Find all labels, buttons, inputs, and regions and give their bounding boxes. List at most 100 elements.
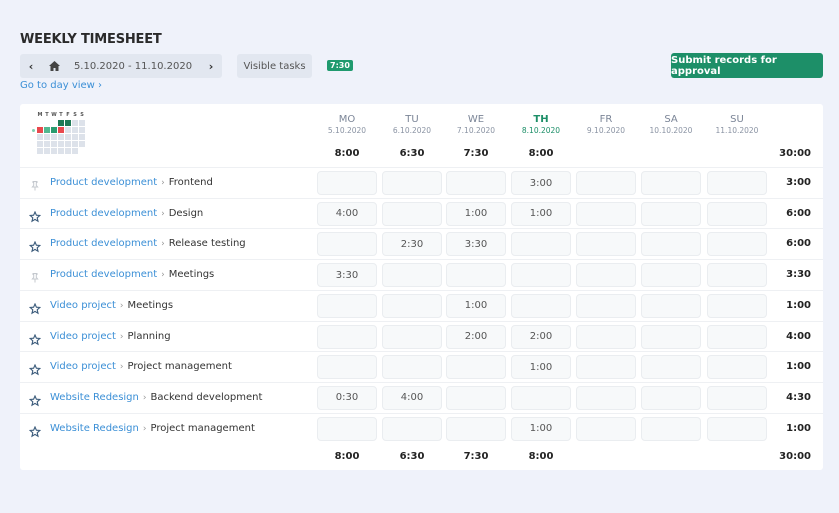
hours-input[interactable] [511, 232, 571, 257]
mini-calendar-day[interactable] [58, 134, 64, 140]
project-link[interactable]: Video project [50, 361, 116, 373]
pin-icon[interactable] [28, 392, 42, 407]
submit-for-approval-button[interactable]: Submit records for approval [671, 53, 823, 78]
project-link[interactable]: Video project [50, 299, 116, 311]
project-link[interactable]: Product development [50, 238, 158, 250]
project-link[interactable]: Product development [50, 207, 158, 219]
mini-calendar-day[interactable] [72, 141, 78, 147]
hours-input[interactable] [707, 232, 767, 257]
mini-calendar-day[interactable] [37, 134, 43, 140]
hours-input[interactable] [446, 416, 506, 441]
hours-input[interactable] [576, 293, 636, 318]
hours-input[interactable] [382, 293, 442, 318]
hours-input[interactable]: 1:00 [511, 201, 571, 226]
mini-calendar-day[interactable] [37, 141, 43, 147]
hours-input[interactable] [641, 232, 701, 257]
hours-input[interactable] [641, 385, 701, 410]
mini-calendar-day[interactable] [65, 148, 71, 154]
mini-calendar-day[interactable] [58, 148, 64, 154]
pin-icon[interactable] [28, 300, 42, 315]
unpinned-icon[interactable] [29, 177, 41, 191]
visible-tasks-button[interactable]: Visible tasks [237, 54, 312, 78]
hours-input[interactable]: 1:00 [446, 293, 506, 318]
hours-input[interactable] [576, 263, 636, 288]
hours-input[interactable] [317, 355, 377, 380]
hours-input[interactable] [382, 416, 442, 441]
pin-icon[interactable] [28, 423, 42, 437]
project-link[interactable]: Video project [50, 330, 116, 342]
hours-input[interactable] [446, 263, 506, 288]
hours-input[interactable] [317, 324, 377, 349]
hours-input[interactable] [382, 201, 442, 226]
hours-input[interactable] [576, 355, 636, 380]
mini-calendar-day[interactable] [72, 120, 78, 126]
hours-input[interactable] [576, 232, 636, 257]
mini-calendar-day[interactable] [65, 120, 71, 126]
mini-calendar-day[interactable] [37, 127, 43, 133]
hours-input[interactable] [317, 416, 377, 441]
mini-calendar-day[interactable] [58, 127, 64, 133]
hours-input[interactable] [446, 355, 506, 380]
hours-input[interactable]: 1:00 [511, 416, 571, 441]
hours-input[interactable]: 2:30 [382, 232, 442, 257]
mini-calendar-day[interactable] [51, 127, 57, 133]
mini-calendar-day[interactable] [72, 134, 78, 140]
hours-input[interactable] [641, 416, 701, 441]
hours-input[interactable] [576, 324, 636, 349]
mini-calendar-day[interactable] [51, 148, 57, 154]
hours-input[interactable] [576, 171, 636, 195]
hours-input[interactable] [641, 324, 701, 349]
hours-input[interactable] [707, 293, 767, 318]
hours-input[interactable]: 3:30 [317, 263, 377, 288]
hours-input[interactable] [707, 416, 767, 441]
hours-input[interactable] [641, 355, 701, 380]
current-week-button[interactable] [42, 61, 66, 71]
hours-input[interactable]: 2:00 [446, 324, 506, 349]
mini-calendar-day[interactable] [65, 127, 71, 133]
hours-input[interactable] [382, 324, 442, 349]
hours-input[interactable]: 4:00 [382, 385, 442, 410]
hours-input[interactable] [446, 171, 506, 195]
hours-input[interactable]: 1:00 [511, 355, 571, 380]
hours-input[interactable] [707, 355, 767, 380]
hours-input[interactable] [511, 293, 571, 318]
go-to-day-view-link[interactable]: Go to day view › [20, 80, 103, 91]
hours-input[interactable]: 3:30 [446, 232, 506, 257]
hours-input[interactable] [317, 232, 377, 257]
mini-calendar-day[interactable] [79, 120, 85, 126]
project-link[interactable]: Website Redesign [50, 422, 139, 434]
project-link[interactable]: Product development [50, 177, 158, 188]
hours-input[interactable] [641, 171, 701, 195]
date-range-label[interactable]: 5.10.2020 - 11.10.2020 [73, 60, 193, 72]
hours-input[interactable] [641, 263, 701, 288]
hours-input[interactable] [576, 416, 636, 441]
hours-input[interactable] [511, 385, 571, 410]
unpinned-icon[interactable] [29, 269, 41, 283]
mini-calendar-day[interactable] [44, 134, 50, 140]
pin-icon[interactable] [28, 331, 42, 345]
project-link[interactable]: Product development [50, 269, 158, 281]
mini-calendar-day[interactable] [79, 141, 85, 147]
mini-calendar-day[interactable] [37, 148, 43, 154]
prev-week-button[interactable]: ‹ [20, 60, 42, 73]
mini-calendar-day[interactable] [65, 134, 71, 140]
mini-calendar-day[interactable] [72, 148, 78, 154]
hours-input[interactable] [641, 201, 701, 226]
next-week-button[interactable]: › [200, 60, 222, 73]
hours-input[interactable] [382, 355, 442, 380]
hours-input[interactable]: 3:00 [511, 171, 571, 195]
project-link[interactable]: Website Redesign [50, 391, 139, 403]
hours-input[interactable] [707, 385, 767, 410]
hours-input[interactable]: 1:00 [446, 201, 506, 226]
mini-calendar-day[interactable] [44, 141, 50, 147]
hours-input[interactable] [707, 324, 767, 349]
mini-calendar-day[interactable] [58, 120, 64, 126]
mini-calendar-day[interactable] [51, 141, 57, 147]
mini-calendar-day[interactable] [44, 148, 50, 154]
mini-calendar-day[interactable] [58, 141, 64, 147]
hours-input[interactable] [511, 263, 571, 288]
mini-calendar-day[interactable] [79, 127, 85, 133]
pin-icon[interactable] [28, 208, 42, 223]
hours-input[interactable] [317, 293, 377, 318]
hours-input[interactable] [382, 171, 442, 195]
